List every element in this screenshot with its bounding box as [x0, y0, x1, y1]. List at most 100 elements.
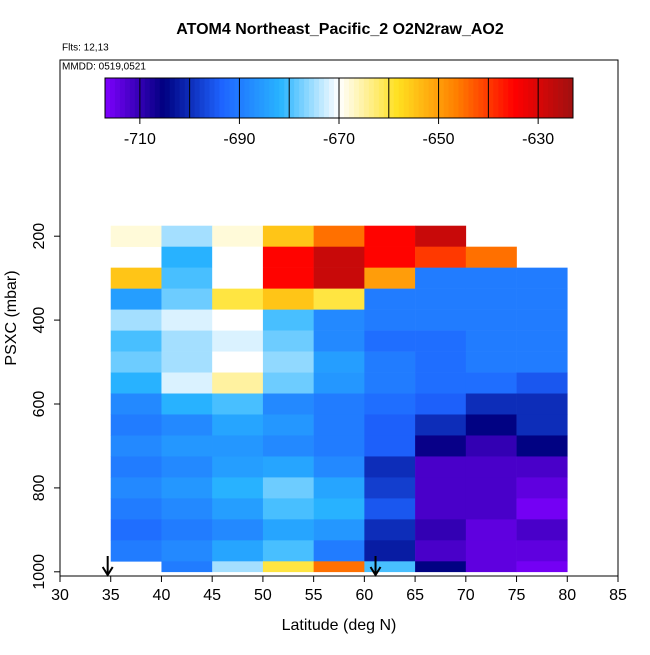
colorbar-step	[134, 78, 141, 118]
colorbar-step	[523, 78, 529, 118]
cell	[262, 288, 314, 310]
cell	[212, 561, 264, 573]
y-tick-label: 200	[31, 223, 48, 250]
colorbar-step	[114, 78, 121, 118]
x-tick-label: 65	[406, 587, 424, 604]
cell	[465, 456, 517, 478]
colorbar-step	[169, 78, 176, 118]
marker-arrow-head	[369, 566, 382, 577]
y-tick-label: 400	[31, 307, 48, 334]
cell	[110, 372, 162, 394]
cell	[262, 435, 314, 457]
colorbar-step	[533, 78, 539, 118]
cell	[161, 477, 213, 499]
colorbar-step	[418, 78, 425, 118]
plot-frame	[59, 59, 619, 577]
colorbar-step	[219, 78, 225, 118]
cell	[313, 309, 365, 331]
cell	[262, 351, 314, 373]
cell	[415, 351, 467, 373]
cell	[364, 372, 416, 394]
cell	[465, 393, 517, 415]
colorbar-step	[174, 78, 181, 118]
colorbar-step	[528, 78, 534, 118]
cell	[415, 456, 467, 478]
cell	[465, 477, 517, 499]
colorbar-step	[299, 78, 305, 118]
colorbar-step	[433, 78, 439, 118]
cell	[110, 540, 162, 562]
colorbar-step	[154, 78, 161, 118]
colorbar-step	[393, 78, 400, 118]
colorbar-step	[348, 78, 355, 118]
colorbar-step	[398, 78, 405, 118]
x-tick-label: 70	[457, 587, 475, 604]
colorbar-step	[458, 78, 464, 118]
cell	[465, 561, 517, 573]
cell	[516, 267, 568, 289]
cell	[415, 540, 467, 562]
colorbar-step	[199, 78, 205, 118]
colorbar-step	[408, 78, 415, 118]
colorbar-step	[304, 78, 310, 118]
cell	[212, 498, 264, 520]
cell	[212, 372, 264, 394]
colorbar-tick-label: -630	[522, 131, 554, 148]
cell	[415, 330, 467, 352]
cell	[516, 456, 568, 478]
colorbar-step	[383, 78, 390, 118]
x-tick-label: 30	[51, 587, 69, 604]
x-tick-label: 40	[153, 587, 171, 604]
cell	[364, 309, 416, 331]
x-tick-label: 55	[305, 587, 323, 604]
cell	[516, 477, 568, 499]
cell	[161, 498, 213, 520]
cell	[364, 519, 416, 541]
cell	[516, 330, 568, 352]
cell	[161, 309, 213, 331]
colorbar-step	[234, 78, 240, 118]
x-tick-label: 60	[355, 587, 373, 604]
cell	[262, 246, 314, 268]
colorbar-step	[214, 78, 220, 118]
cell	[313, 288, 365, 310]
colorbar-step	[324, 78, 330, 118]
cell	[161, 330, 213, 352]
cell	[212, 288, 264, 310]
colorbar-step	[254, 78, 260, 118]
x-tick-label: 50	[254, 587, 272, 604]
cell	[516, 498, 568, 520]
cell	[364, 225, 416, 247]
cell	[516, 309, 568, 331]
cell	[516, 351, 568, 373]
x-axis-label: Latitude (deg N)	[282, 617, 397, 634]
colorbar-step	[538, 78, 544, 118]
cell	[212, 330, 264, 352]
cell	[516, 414, 568, 436]
cell	[262, 225, 314, 247]
colorbar-step	[358, 78, 365, 118]
colorbar-step	[488, 78, 494, 118]
y-tick-label: 800	[31, 474, 48, 501]
colorbar-step	[334, 78, 340, 118]
cell	[465, 267, 517, 289]
colorbar-step	[279, 78, 285, 118]
x-tick-label: 85	[609, 587, 627, 604]
cell	[313, 519, 365, 541]
cell	[212, 414, 264, 436]
colorbar-step	[209, 78, 215, 118]
colorbar-step	[264, 78, 270, 118]
colorbar-step	[478, 78, 484, 118]
cell	[212, 519, 264, 541]
colorbar-step	[194, 78, 200, 118]
cell	[313, 414, 365, 436]
cell	[161, 540, 213, 562]
x-tick-label: 45	[203, 587, 221, 604]
colorbar-step	[413, 78, 420, 118]
cell	[110, 435, 162, 457]
y-tick-label: 600	[31, 391, 48, 418]
cell	[415, 498, 467, 520]
cell	[313, 225, 365, 247]
cell	[313, 393, 365, 415]
colorbar-step	[558, 78, 564, 118]
